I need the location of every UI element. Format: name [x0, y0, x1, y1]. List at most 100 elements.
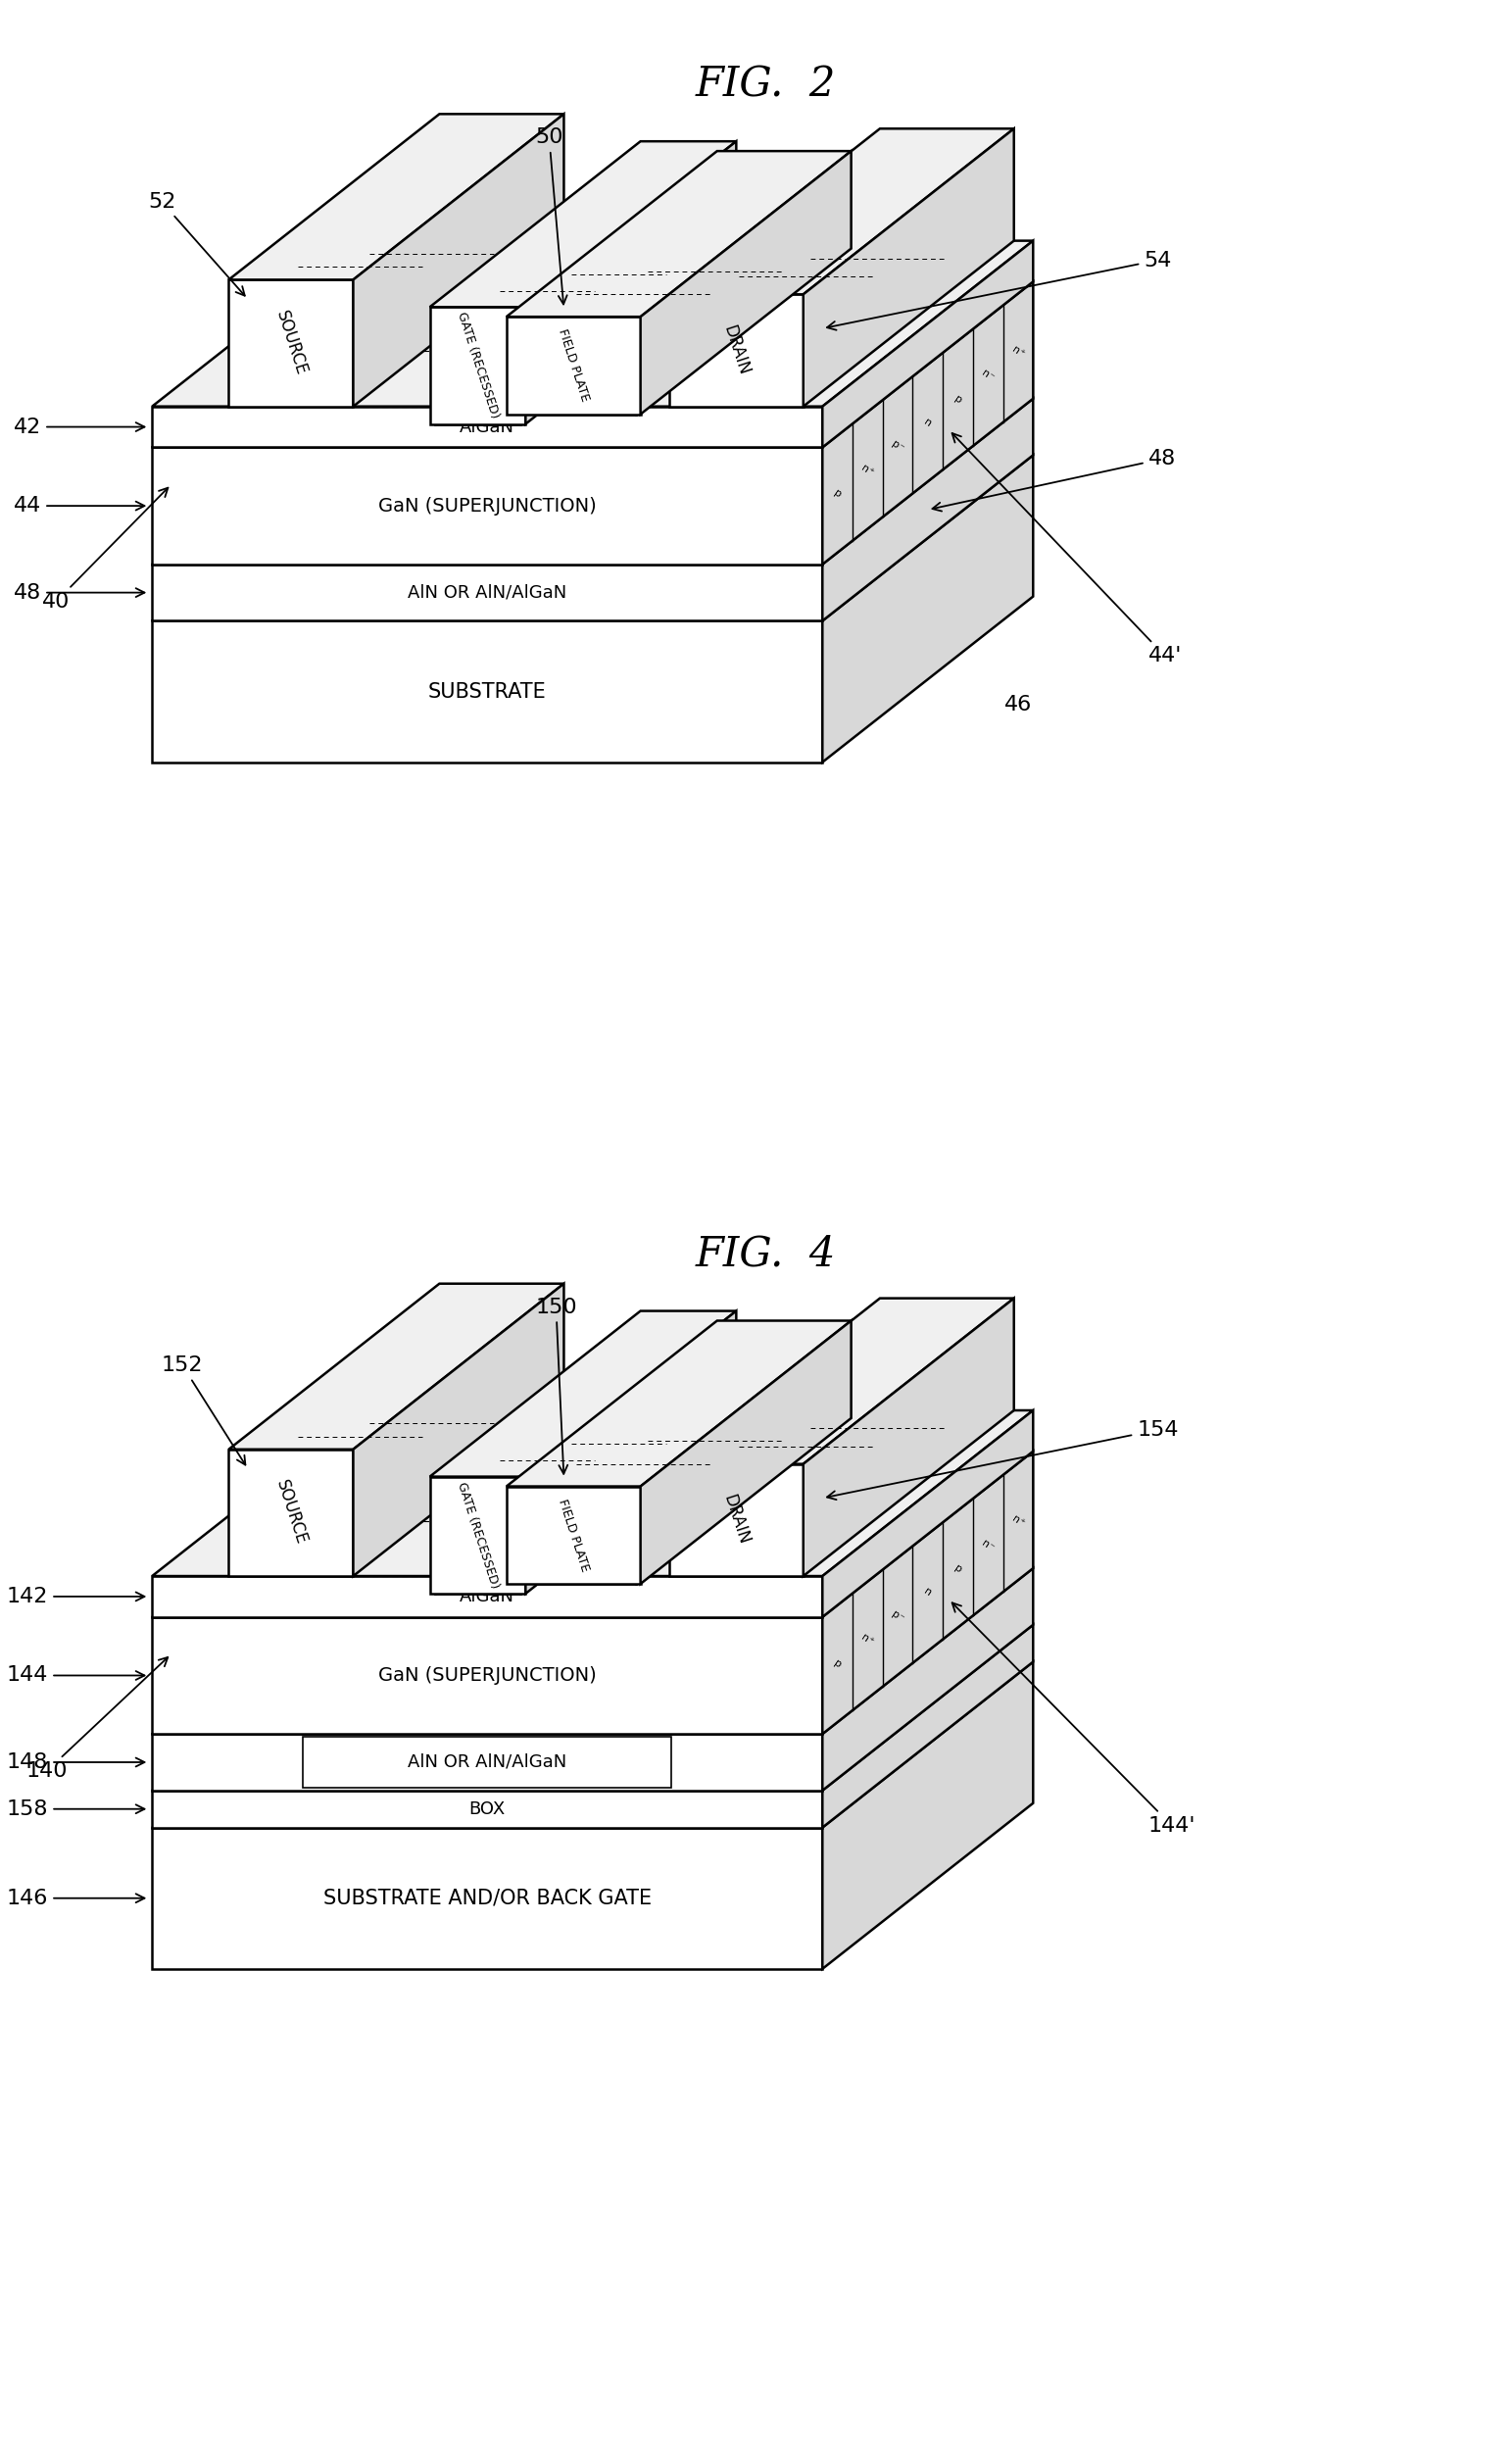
Text: 144: 144 — [8, 1665, 145, 1685]
Polygon shape — [228, 1448, 354, 1576]
Text: n: n — [922, 1586, 933, 1598]
Polygon shape — [507, 318, 641, 414]
Text: p⁻: p⁻ — [889, 438, 906, 453]
Text: AlN OR AlN/AlGaN: AlN OR AlN/AlGaN — [408, 1754, 567, 1771]
Polygon shape — [153, 1451, 1033, 1618]
Text: 148: 148 — [8, 1751, 145, 1771]
Text: 152: 152 — [162, 1355, 245, 1465]
Polygon shape — [153, 241, 1033, 406]
Polygon shape — [507, 150, 851, 318]
Polygon shape — [228, 1283, 564, 1448]
Text: DRAIN: DRAIN — [720, 1493, 753, 1547]
Polygon shape — [823, 1663, 1033, 1968]
Text: 52: 52 — [148, 192, 245, 296]
Text: AlGaN: AlGaN — [460, 419, 514, 436]
Polygon shape — [153, 1626, 1033, 1791]
Text: 158: 158 — [8, 1798, 145, 1818]
Text: p: p — [832, 488, 844, 500]
Polygon shape — [526, 1310, 736, 1594]
Polygon shape — [823, 1451, 1033, 1734]
Text: 150: 150 — [535, 1298, 578, 1473]
Polygon shape — [153, 1734, 823, 1791]
Polygon shape — [153, 1663, 1033, 1828]
Polygon shape — [228, 281, 354, 406]
Polygon shape — [354, 113, 564, 406]
Polygon shape — [153, 621, 823, 761]
Polygon shape — [507, 1320, 851, 1485]
Text: p⁻: p⁻ — [889, 1608, 906, 1623]
Text: 146: 146 — [8, 1889, 145, 1909]
Polygon shape — [670, 1463, 803, 1576]
Polygon shape — [670, 128, 1015, 296]
Text: 42: 42 — [14, 416, 145, 436]
Text: SUBSTRATE: SUBSTRATE — [428, 682, 546, 702]
Text: 144': 144' — [953, 1603, 1196, 1835]
Polygon shape — [429, 140, 736, 308]
Polygon shape — [823, 456, 1033, 761]
Text: 140: 140 — [26, 1658, 168, 1781]
Text: p: p — [953, 1564, 963, 1574]
Polygon shape — [153, 1791, 823, 1828]
Polygon shape — [526, 140, 736, 424]
Text: AlN OR AlN/AlGaN: AlN OR AlN/AlGaN — [408, 584, 567, 601]
Text: n⁺: n⁺ — [1010, 345, 1027, 360]
Polygon shape — [803, 128, 1015, 406]
Polygon shape — [153, 456, 1033, 621]
Text: 142: 142 — [8, 1586, 145, 1606]
Text: GaN (SUPERJUNCTION): GaN (SUPERJUNCTION) — [378, 498, 596, 515]
Text: BOX: BOX — [469, 1800, 505, 1818]
Polygon shape — [823, 1411, 1033, 1618]
Polygon shape — [823, 399, 1033, 621]
Text: n⁺: n⁺ — [859, 1633, 875, 1648]
Text: 50: 50 — [535, 128, 567, 305]
Polygon shape — [354, 1283, 564, 1576]
Text: n⁺: n⁺ — [859, 463, 875, 478]
Polygon shape — [429, 308, 526, 424]
Text: 48: 48 — [933, 448, 1176, 512]
Polygon shape — [153, 1411, 1033, 1576]
Text: 48: 48 — [14, 584, 145, 603]
Text: SOURCE: SOURCE — [272, 308, 310, 377]
Polygon shape — [823, 281, 1033, 564]
Text: n: n — [922, 416, 933, 429]
Polygon shape — [670, 296, 803, 406]
Polygon shape — [153, 1618, 823, 1734]
Text: 46: 46 — [1004, 695, 1033, 714]
Text: FIELD PLATE: FIELD PLATE — [556, 1498, 591, 1574]
Polygon shape — [153, 399, 1033, 564]
Text: n⁺: n⁺ — [1010, 1515, 1027, 1530]
Polygon shape — [153, 281, 1033, 448]
Text: n⁻: n⁻ — [980, 1537, 996, 1552]
Polygon shape — [507, 1485, 641, 1584]
Polygon shape — [823, 1569, 1033, 1791]
Polygon shape — [228, 113, 564, 281]
Polygon shape — [153, 1569, 1033, 1734]
Polygon shape — [641, 150, 851, 414]
Text: 44: 44 — [14, 495, 145, 515]
Polygon shape — [153, 448, 823, 564]
Text: GATE (RECESSED): GATE (RECESSED) — [455, 1480, 500, 1591]
Text: DRAIN: DRAIN — [720, 323, 753, 377]
Polygon shape — [429, 1310, 736, 1478]
Text: SUBSTRATE AND/OR BACK GATE: SUBSTRATE AND/OR BACK GATE — [324, 1889, 652, 1909]
Text: p: p — [953, 394, 963, 406]
Polygon shape — [823, 241, 1033, 448]
Polygon shape — [429, 1478, 526, 1594]
Text: AlGaN: AlGaN — [460, 1589, 514, 1606]
Polygon shape — [153, 1576, 823, 1618]
Text: FIELD PLATE: FIELD PLATE — [556, 328, 591, 404]
Text: p: p — [832, 1658, 844, 1670]
Text: GATE (RECESSED): GATE (RECESSED) — [455, 310, 500, 421]
Text: SOURCE: SOURCE — [272, 1478, 310, 1547]
Text: GaN (SUPERJUNCTION): GaN (SUPERJUNCTION) — [378, 1665, 596, 1685]
Polygon shape — [803, 1298, 1015, 1576]
Polygon shape — [641, 1320, 851, 1584]
Text: FIG.  4: FIG. 4 — [696, 1234, 836, 1276]
Text: 154: 154 — [827, 1421, 1178, 1500]
Polygon shape — [670, 1298, 1015, 1463]
Polygon shape — [153, 564, 823, 621]
Text: n⁻: n⁻ — [980, 367, 996, 384]
Text: FIG.  2: FIG. 2 — [696, 64, 836, 106]
Text: 44': 44' — [953, 433, 1182, 665]
Polygon shape — [823, 1626, 1033, 1828]
